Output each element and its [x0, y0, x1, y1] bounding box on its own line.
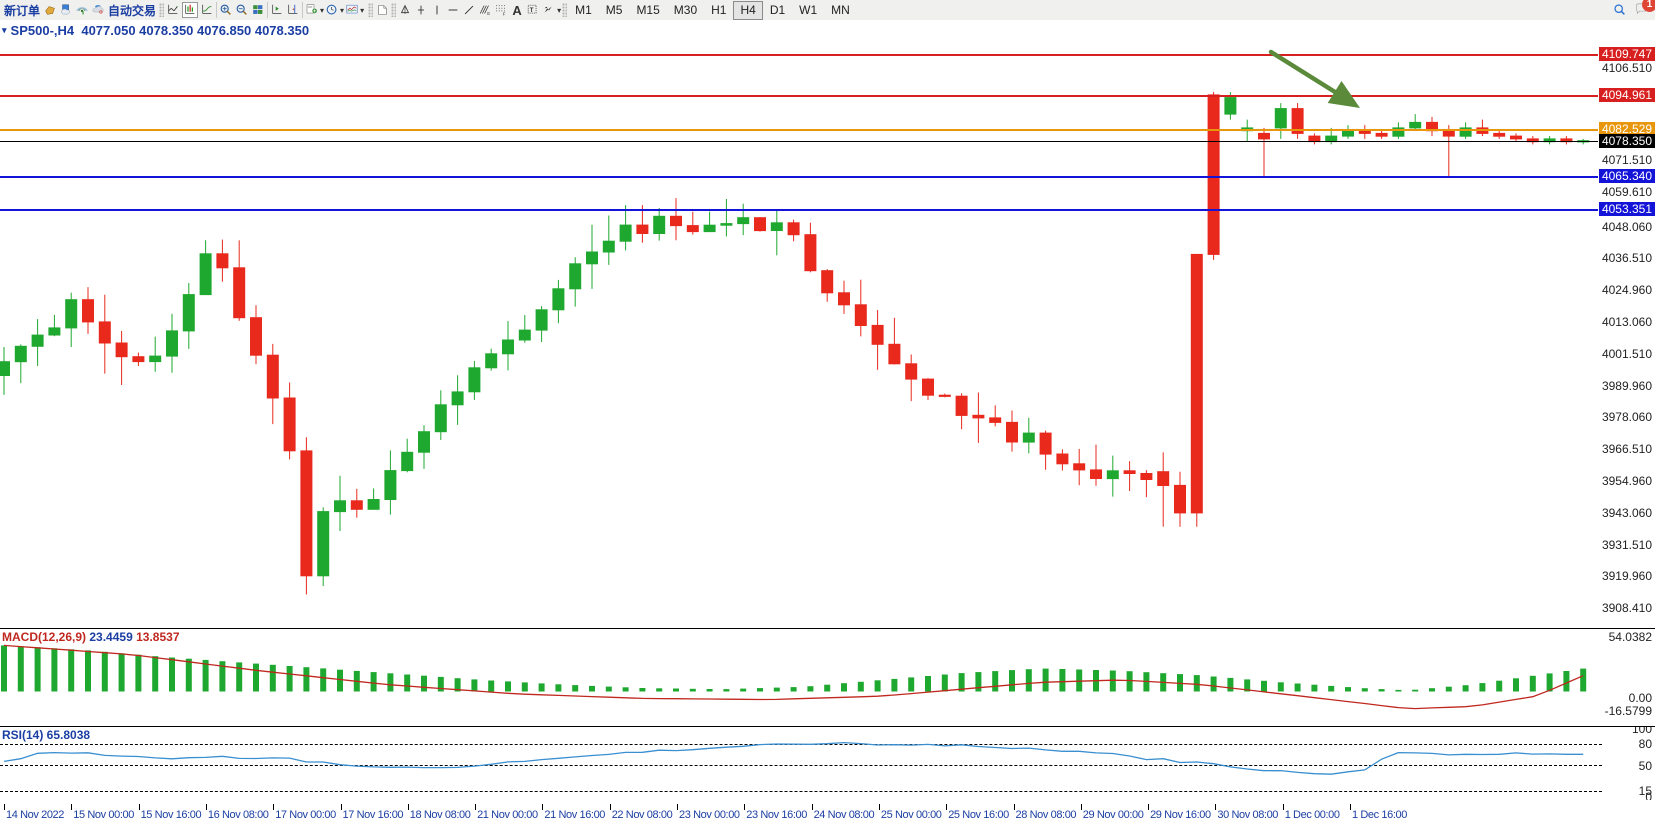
svg-text:T: T [530, 7, 534, 14]
svg-text:F: F [503, 12, 506, 17]
svg-text:E: E [487, 11, 490, 16]
